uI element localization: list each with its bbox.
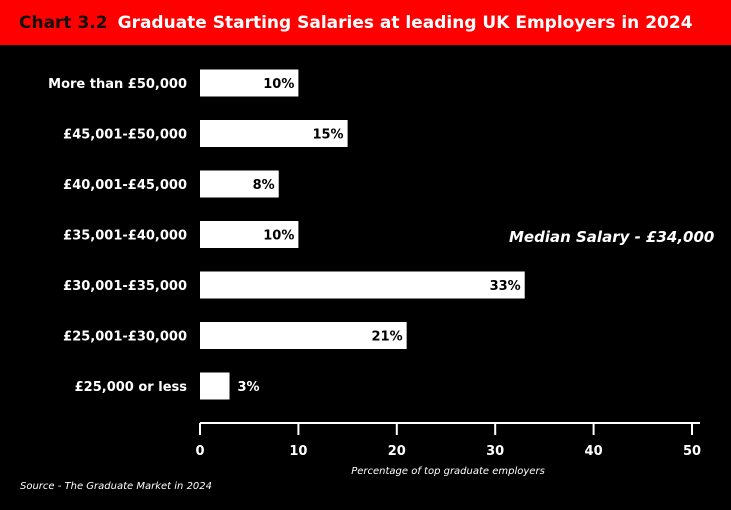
- x-tick-label: 30: [486, 444, 504, 459]
- category-label: £35,001-£40,000: [63, 229, 187, 244]
- bar-value-label: 10%: [263, 229, 294, 244]
- category-label: £30,001-£35,000: [63, 279, 187, 294]
- median-salary-annotation: Median Salary - £34,000: [509, 228, 715, 246]
- category-label: £25,001-£30,000: [63, 330, 187, 345]
- chart-header: Chart 3.2 Graduate Starting Salaries at …: [0, 0, 731, 45]
- x-tick-label: 10: [289, 444, 307, 459]
- chart-title: Graduate Starting Salaries at leading UK…: [117, 12, 693, 33]
- x-tick-label: 40: [585, 444, 603, 459]
- bar: [200, 170, 279, 198]
- bar-value-label: 10%: [263, 77, 294, 92]
- bar-value-label: 21%: [372, 330, 403, 345]
- bar-value-label: 15%: [312, 128, 343, 143]
- category-label: £40,001-£45,000: [63, 178, 187, 193]
- x-tick-label: 50: [683, 444, 701, 459]
- x-tick-label: 20: [388, 444, 406, 459]
- category-label: £45,001-£50,000: [63, 128, 187, 143]
- x-axis-label: Percentage of top graduate employers: [351, 466, 545, 477]
- bar-value-label: 33%: [490, 279, 521, 294]
- category-label: £25,000 or less: [75, 380, 188, 395]
- bar-value-label: 8%: [253, 178, 275, 193]
- bar: [200, 271, 525, 299]
- source-note: Source - The Graduate Market in 2024: [20, 481, 213, 492]
- x-tick-label: 0: [195, 444, 204, 459]
- chart-number: Chart 3.2: [19, 12, 108, 33]
- bar: [200, 120, 348, 147]
- category-label: More than £50,000: [48, 77, 187, 92]
- bar: [200, 372, 230, 400]
- bar-value-label: 3%: [238, 380, 260, 395]
- bar: [200, 322, 407, 349]
- bar: [200, 221, 299, 248]
- bar: [200, 69, 299, 97]
